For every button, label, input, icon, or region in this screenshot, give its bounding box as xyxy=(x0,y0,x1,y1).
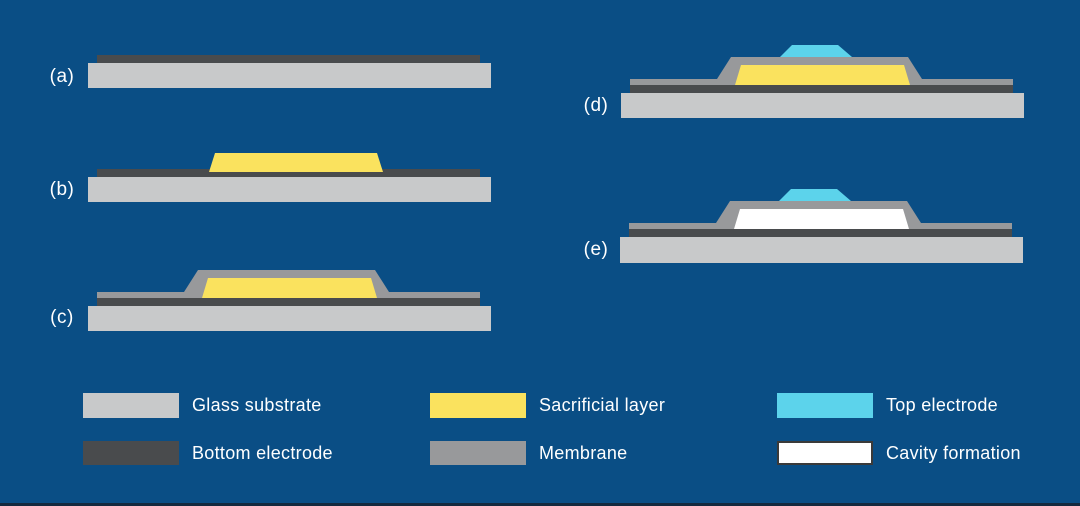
cavity-formation-swatch-shape xyxy=(777,441,873,465)
bottom-electrode-swatch-shape xyxy=(83,441,179,465)
glass-substrate-swatch-shape xyxy=(83,393,179,418)
legend-item-glass-substrate: Glass substrate xyxy=(83,393,322,418)
step-d-label: (d) xyxy=(583,95,609,116)
legend-label-cavity-formation: Cavity formation xyxy=(886,442,1021,463)
legend-label-bottom-electrode: Bottom electrode xyxy=(192,442,333,463)
step-c-diagram xyxy=(88,270,491,331)
legend-item-membrane: Membrane xyxy=(430,441,627,465)
legend-swatch-glass-substrate xyxy=(83,393,179,418)
sacrificial-layer-shape xyxy=(209,153,383,172)
top-electrode-shape xyxy=(779,189,851,201)
glass-substrate-shape xyxy=(88,63,491,88)
legend-label-top-electrode: Top electrode xyxy=(886,395,998,415)
top-electrode-shape xyxy=(780,45,852,57)
legend-swatch-top-electrode xyxy=(777,393,873,418)
legend-swatch-bottom-electrode xyxy=(83,441,179,465)
legend-item-top-electrode: Top electrode xyxy=(777,393,998,418)
bottom-edge-line xyxy=(0,503,1080,506)
bottom-electrode-shape xyxy=(630,85,1013,93)
legend-item-cavity-formation: Cavity formation xyxy=(777,441,1021,465)
legend-label-membrane: Membrane xyxy=(539,442,628,463)
glass-substrate-shape xyxy=(88,306,491,331)
step-a-label: (a) xyxy=(49,66,75,87)
step-b-diagram xyxy=(88,153,491,202)
glass-substrate-shape xyxy=(88,177,491,202)
legend-swatch-cavity-formation xyxy=(777,441,873,465)
bottom-electrode-shape xyxy=(629,229,1012,237)
sacrificial-layer-swatch-shape xyxy=(430,393,526,418)
bottom-electrode-shape xyxy=(97,298,480,306)
step-e-diagram xyxy=(620,189,1023,263)
glass-substrate-shape xyxy=(621,93,1024,118)
sacrificial-layer-shape xyxy=(202,278,377,298)
legend-swatch-membrane xyxy=(430,441,526,465)
top-electrode-swatch-shape xyxy=(777,393,873,418)
legend-item-bottom-electrode: Bottom electrode xyxy=(83,441,333,465)
step-d-diagram xyxy=(621,45,1024,118)
legend-item-sacrificial-layer: Sacrificial layer xyxy=(430,393,665,418)
bottom-electrode-shape xyxy=(97,55,480,63)
glass-substrate-shape xyxy=(620,237,1023,263)
membrane-swatch-shape xyxy=(430,441,526,465)
step-e-label: (e) xyxy=(583,239,609,260)
step-c-label: (c) xyxy=(50,307,74,328)
cavity-shape xyxy=(734,209,909,229)
bottom-electrode-shape xyxy=(97,169,480,177)
legend-label-glass-substrate: Glass substrate xyxy=(192,395,322,415)
sacrificial-layer-shape xyxy=(735,65,910,85)
legend-swatch-sacrificial-layer xyxy=(430,393,526,418)
step-a-diagram xyxy=(88,55,491,88)
step-b-label: (b) xyxy=(49,179,75,200)
legend-label-sacrificial-layer: Sacrificial layer xyxy=(539,395,666,415)
